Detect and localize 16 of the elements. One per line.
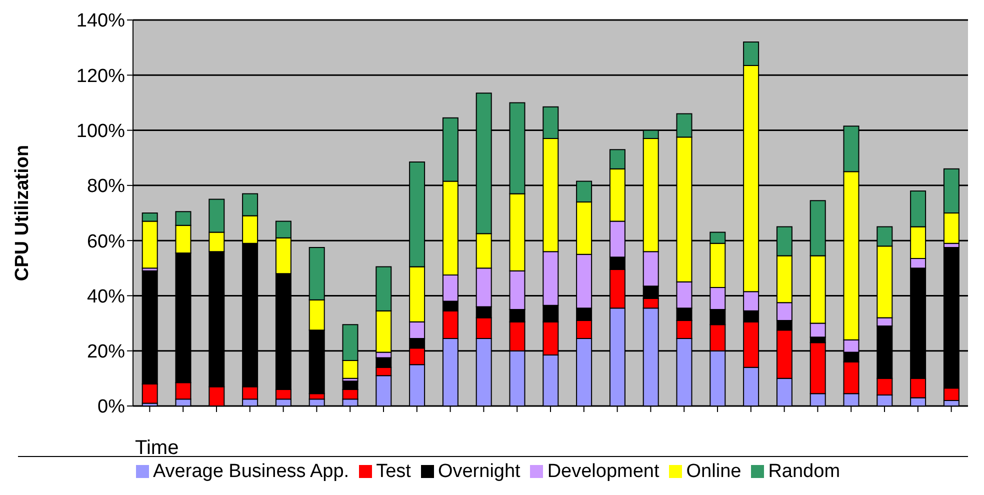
y-tick-label: 100% [76,121,126,142]
legend-label: Test [376,461,411,482]
y-tick-label: 20% [86,342,126,363]
legend-label: Average Business App. [152,461,350,482]
y-tick-label: 140% [76,10,126,32]
legend-label: Development [547,461,660,482]
legend-label: Online [686,461,742,482]
y-tick-label: 0% [98,396,126,418]
y-tick-label: 60% [86,231,126,252]
y-tick-label: 80% [86,176,126,198]
legend-label: Overnight [438,461,520,482]
y-tick-label: 40% [86,286,126,308]
y-tick-label: 120% [76,66,126,87]
legend-label: Random [768,461,840,482]
y-axis-title: CPU Utilization [12,144,33,282]
x-axis-title: Time [135,437,179,459]
